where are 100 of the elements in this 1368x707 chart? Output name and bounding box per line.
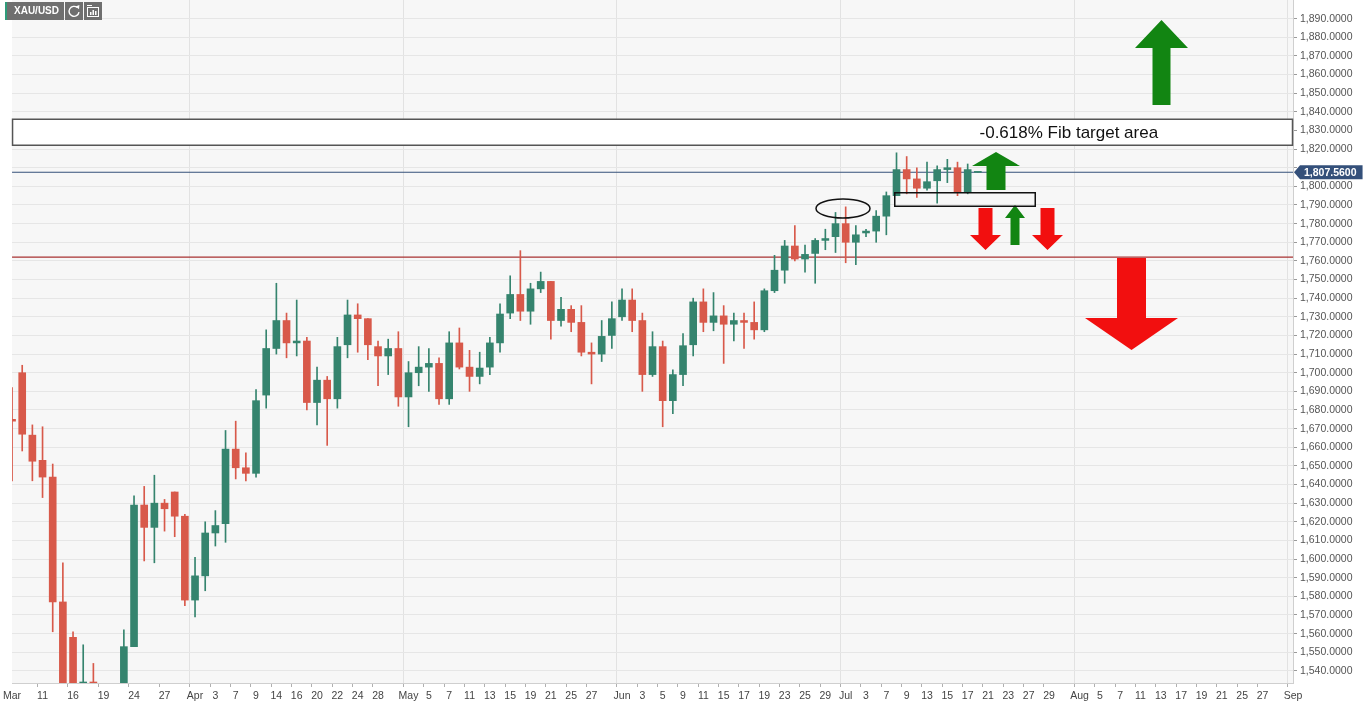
candlestick: [719, 305, 728, 364]
x-tick-label: 23: [778, 689, 791, 702]
candlestick: [384, 338, 393, 375]
x-tick-label: 28: [372, 689, 385, 702]
y-tick-label: 1,730.0000: [1300, 309, 1353, 322]
x-tick-label: 7: [232, 689, 239, 702]
y-tick-label: 1,820.0000: [1300, 141, 1353, 154]
x-tick-label: 19: [97, 689, 110, 702]
x-tick-label: 19: [1195, 689, 1208, 702]
y-tick-label: 1,890.0000: [1300, 11, 1353, 24]
x-tick-label: 27: [1022, 689, 1035, 702]
x-tick-label: 19: [524, 689, 537, 702]
x-tick-label: 9: [903, 689, 910, 702]
y-tick-label: 1,800.0000: [1300, 179, 1353, 192]
x-tick-label: 15: [941, 689, 954, 702]
x-tick-label: 3: [639, 689, 646, 702]
x-tick-label: 17: [738, 689, 751, 702]
x-tick-label: 15: [504, 689, 517, 702]
y-tick-label: 1,740.0000: [1300, 291, 1353, 304]
x-tick-label: 5: [659, 689, 666, 702]
x-tick-label: 5: [1096, 689, 1103, 702]
x-tick-label: May: [398, 689, 420, 702]
y-tick-label: 1,880.0000: [1300, 30, 1353, 43]
x-tick-label: 7: [1117, 689, 1124, 702]
candlestick: [374, 340, 382, 387]
x-tick-label: 21: [545, 689, 557, 702]
candlestick: [852, 225, 860, 265]
x-tick-label: 9: [253, 689, 260, 702]
x-tick-label: 22: [331, 689, 344, 702]
y-tick-label: 1,610.0000: [1300, 533, 1353, 546]
x-tick-label: 23: [1002, 689, 1015, 702]
band-label: -0.618% Fib target area: [979, 123, 1159, 142]
x-tick-label: 11: [464, 689, 476, 702]
y-tick-label: 1,770.0000: [1300, 235, 1353, 248]
text: XAU/USD: [5, 2, 65, 20]
y-tick-label: 1,620.0000: [1300, 514, 1353, 527]
y-tick-label: 1,780.0000: [1300, 216, 1353, 229]
candlestick: [750, 301, 759, 340]
x-tick-label: Sep: [1283, 689, 1303, 702]
x-tick-label: 17: [1175, 689, 1188, 702]
x-tick-label: 3: [863, 689, 870, 702]
x-tick-label: 21: [1215, 689, 1228, 702]
y-tick-label: 1,710.0000: [1300, 346, 1353, 359]
y-tick-label: 1,860.0000: [1300, 67, 1353, 80]
x-tick-label: 19: [758, 689, 771, 702]
y-tick-label: 1,850.0000: [1300, 86, 1353, 99]
x-tick-label: 21: [982, 689, 995, 702]
x-tick-label: 5: [425, 689, 432, 702]
x-tick-label: 15: [717, 689, 730, 702]
x-tick-label: 17: [961, 689, 974, 702]
x-tick-label: 11: [1135, 689, 1147, 702]
x-tick-label: 7: [883, 689, 890, 702]
candlestick: [425, 348, 433, 392]
x-tick-label: 13: [921, 689, 934, 702]
x-tick-label: 14: [270, 689, 283, 702]
y-tick-label: 1,720.0000: [1300, 328, 1353, 341]
y-tick-label: 1,830.0000: [1300, 123, 1353, 136]
y-tick-label: 1,680.0000: [1300, 402, 1353, 415]
x-tick-label: 13: [1154, 689, 1167, 702]
x-tick-label: Mar: [2, 689, 22, 702]
y-tick-label: 1,560.0000: [1300, 626, 1353, 639]
x-tick-label: 16: [67, 689, 80, 702]
ref-line-label: 1,807.5600: [1304, 165, 1357, 178]
y-tick-label: 1,750.0000: [1300, 272, 1353, 285]
x-tick-label: Aug: [1070, 689, 1090, 702]
candlestick: [740, 312, 748, 349]
y-tick-label: 1,550.0000: [1300, 645, 1353, 658]
y-tick-label: 1,630.0000: [1300, 496, 1353, 509]
y-tick-label: 1,690.0000: [1300, 384, 1353, 397]
y-tick-label: 1,790.0000: [1300, 197, 1353, 210]
x-tick-label: 24: [351, 689, 364, 702]
y-tick-label: 1,540.0000: [1300, 663, 1353, 676]
y-tick-label: 1,570.0000: [1300, 607, 1353, 620]
x-tick-label: 11: [697, 689, 709, 702]
x-tick-label: 27: [158, 689, 171, 702]
x-tick-label: 25: [799, 689, 812, 702]
x-tick-label: 3: [212, 689, 219, 702]
x-tick-label: 9: [680, 689, 687, 702]
y-tick-label: 1,760.0000: [1300, 253, 1353, 266]
x-tick-label: 27: [1256, 689, 1269, 702]
y-tick-label: 1,590.0000: [1300, 570, 1353, 583]
x-tick-label: 25: [1236, 689, 1249, 702]
y-tick-label: 1,700.0000: [1300, 365, 1353, 378]
x-tick-label: 20: [311, 689, 324, 702]
x-tick-label: 29: [1043, 689, 1055, 702]
y-tick-label: 1,580.0000: [1300, 589, 1353, 602]
y-tick-label: 1,670.0000: [1300, 421, 1353, 434]
x-tick-label: Jul: [838, 689, 853, 702]
y-tick-label: 1,870.0000: [1300, 48, 1353, 61]
candlestick: [801, 244, 809, 273]
x-tick-label: 27: [585, 689, 598, 702]
x-tick-label: 11: [37, 689, 49, 702]
x-tick-label: 24: [128, 689, 141, 702]
x-tick-label: Apr: [186, 689, 204, 702]
x-tick-label: 25: [565, 689, 578, 702]
candlestick: [730, 312, 738, 342]
candlestick: [414, 346, 423, 387]
y-tick-label: 1,640.0000: [1300, 477, 1353, 490]
x-tick-label: 13: [484, 689, 496, 702]
y-tick-label: 1,660.0000: [1300, 440, 1353, 453]
